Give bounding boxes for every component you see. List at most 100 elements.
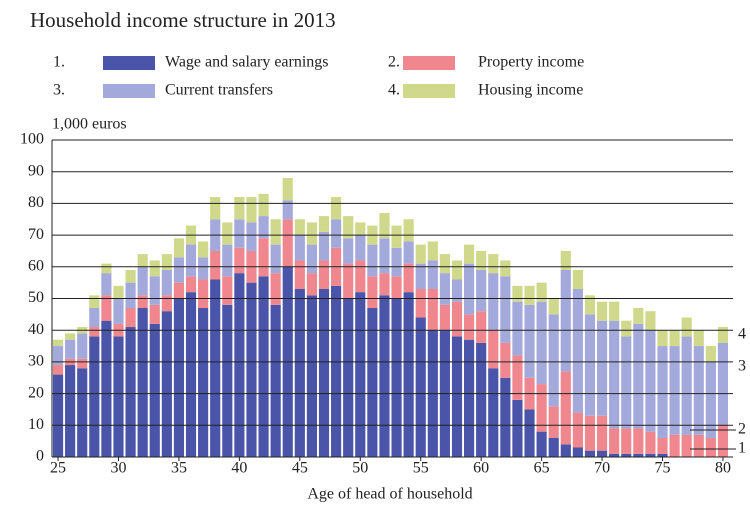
x-tick-label: 60: [473, 460, 489, 477]
bar-segment: [258, 238, 269, 277]
y-tick-label: 100: [20, 131, 44, 148]
bar-segment: [185, 276, 197, 293]
bar-segment: [657, 453, 668, 457]
bar-segment: [584, 450, 596, 457]
bar-segment: [198, 241, 209, 258]
bar-segment: [306, 273, 317, 296]
bar-segment: [669, 434, 680, 457]
bar-segment: [657, 346, 668, 438]
bar-segment: [355, 222, 366, 236]
bar-segment: [294, 260, 305, 289]
bar-segment: [173, 298, 185, 457]
x-tick-label: 80: [715, 460, 731, 477]
bar-segment: [149, 276, 160, 305]
bar-segment: [270, 244, 281, 274]
bar-segment: [488, 254, 499, 274]
bar-segment: [512, 399, 523, 457]
bar-segment: [137, 308, 148, 457]
bar-segment: [633, 453, 644, 457]
bar-segment: [633, 428, 644, 454]
x-tick-label: 35: [171, 460, 187, 477]
bar-segment: [488, 368, 499, 457]
bar-segment: [621, 320, 632, 337]
bar-segment: [427, 241, 438, 261]
bar-segment: [379, 273, 390, 296]
bar-segment: [222, 222, 233, 245]
bar-segment: [77, 333, 88, 359]
y-unit: 1,000 euros: [52, 116, 127, 133]
bar-segment: [113, 298, 124, 324]
bar-segment: [681, 336, 692, 435]
bar-segment: [185, 292, 197, 457]
bar-segment: [258, 276, 269, 457]
bar-segment: [403, 241, 414, 264]
bar-segment: [367, 276, 378, 309]
y-tick-label: 60: [28, 257, 44, 274]
bar-segment: [645, 431, 656, 454]
bar-segment: [391, 276, 402, 299]
bar-segment: [77, 368, 88, 457]
bar-segment: [198, 279, 209, 309]
legend-label: Wage and salary earnings: [165, 54, 329, 71]
bar-segment: [270, 273, 281, 305]
bar-segment: [137, 254, 148, 267]
bar-segment: [548, 437, 559, 457]
bar-segment: [427, 288, 438, 331]
bar-segment: [524, 285, 535, 305]
bar-segment: [391, 247, 402, 277]
legend-index: 3.: [53, 82, 65, 99]
bar-segment: [89, 295, 100, 309]
bar-segment: [669, 346, 680, 435]
bar-segment: [536, 282, 547, 302]
bar-segment: [318, 260, 330, 289]
bar-segment: [645, 453, 656, 457]
bar-segment: [125, 269, 136, 283]
bar-segment: [633, 323, 644, 429]
bar-segment: [52, 346, 64, 366]
y-tick-label: 0: [36, 448, 44, 465]
bar-segment: [258, 193, 269, 217]
bar-segment: [101, 320, 112, 457]
legend-swatch: [103, 56, 155, 70]
x-tick-label: 75: [655, 460, 671, 477]
bar-segment: [669, 330, 680, 347]
bar-segment: [645, 330, 656, 432]
bar-segment: [536, 384, 547, 432]
x-tick-label: 45: [292, 460, 308, 477]
y-tick-label: 40: [28, 321, 44, 338]
x-tick-label: 70: [594, 460, 610, 477]
bar-segment: [65, 339, 76, 359]
bar-segment: [596, 301, 608, 321]
end-label: 4: [738, 326, 746, 343]
bar-segment: [343, 263, 354, 299]
bar-segment: [391, 225, 402, 248]
bar-segment: [705, 437, 716, 457]
bar-segment: [536, 431, 547, 457]
bar-segment: [403, 292, 414, 457]
bar-segment: [234, 197, 245, 220]
bar-segment: [500, 276, 511, 343]
bar-segment: [657, 437, 668, 454]
bar-segment: [198, 308, 209, 457]
bar-segment: [101, 273, 112, 296]
bar-segment: [621, 453, 632, 457]
bar-segment: [512, 355, 523, 400]
bar-segment: [125, 282, 136, 309]
bar-segment: [596, 415, 608, 451]
bar-segment: [524, 304, 535, 378]
bar-segment: [77, 358, 88, 369]
legend-swatch: [103, 84, 155, 98]
bar-segment: [149, 304, 160, 324]
bar-segment: [52, 339, 64, 347]
bar-segment: [222, 304, 233, 457]
bar-segment: [415, 317, 426, 457]
bar-segment: [65, 365, 76, 457]
bar-segment: [476, 269, 487, 312]
bar-segment: [161, 254, 172, 270]
bar-segment: [52, 365, 64, 375]
y-tick-label: 50: [28, 289, 44, 306]
bar-segment: [572, 447, 583, 457]
bar-segment: [234, 273, 245, 457]
bar-segment: [52, 374, 64, 457]
bar-segment: [222, 276, 233, 305]
